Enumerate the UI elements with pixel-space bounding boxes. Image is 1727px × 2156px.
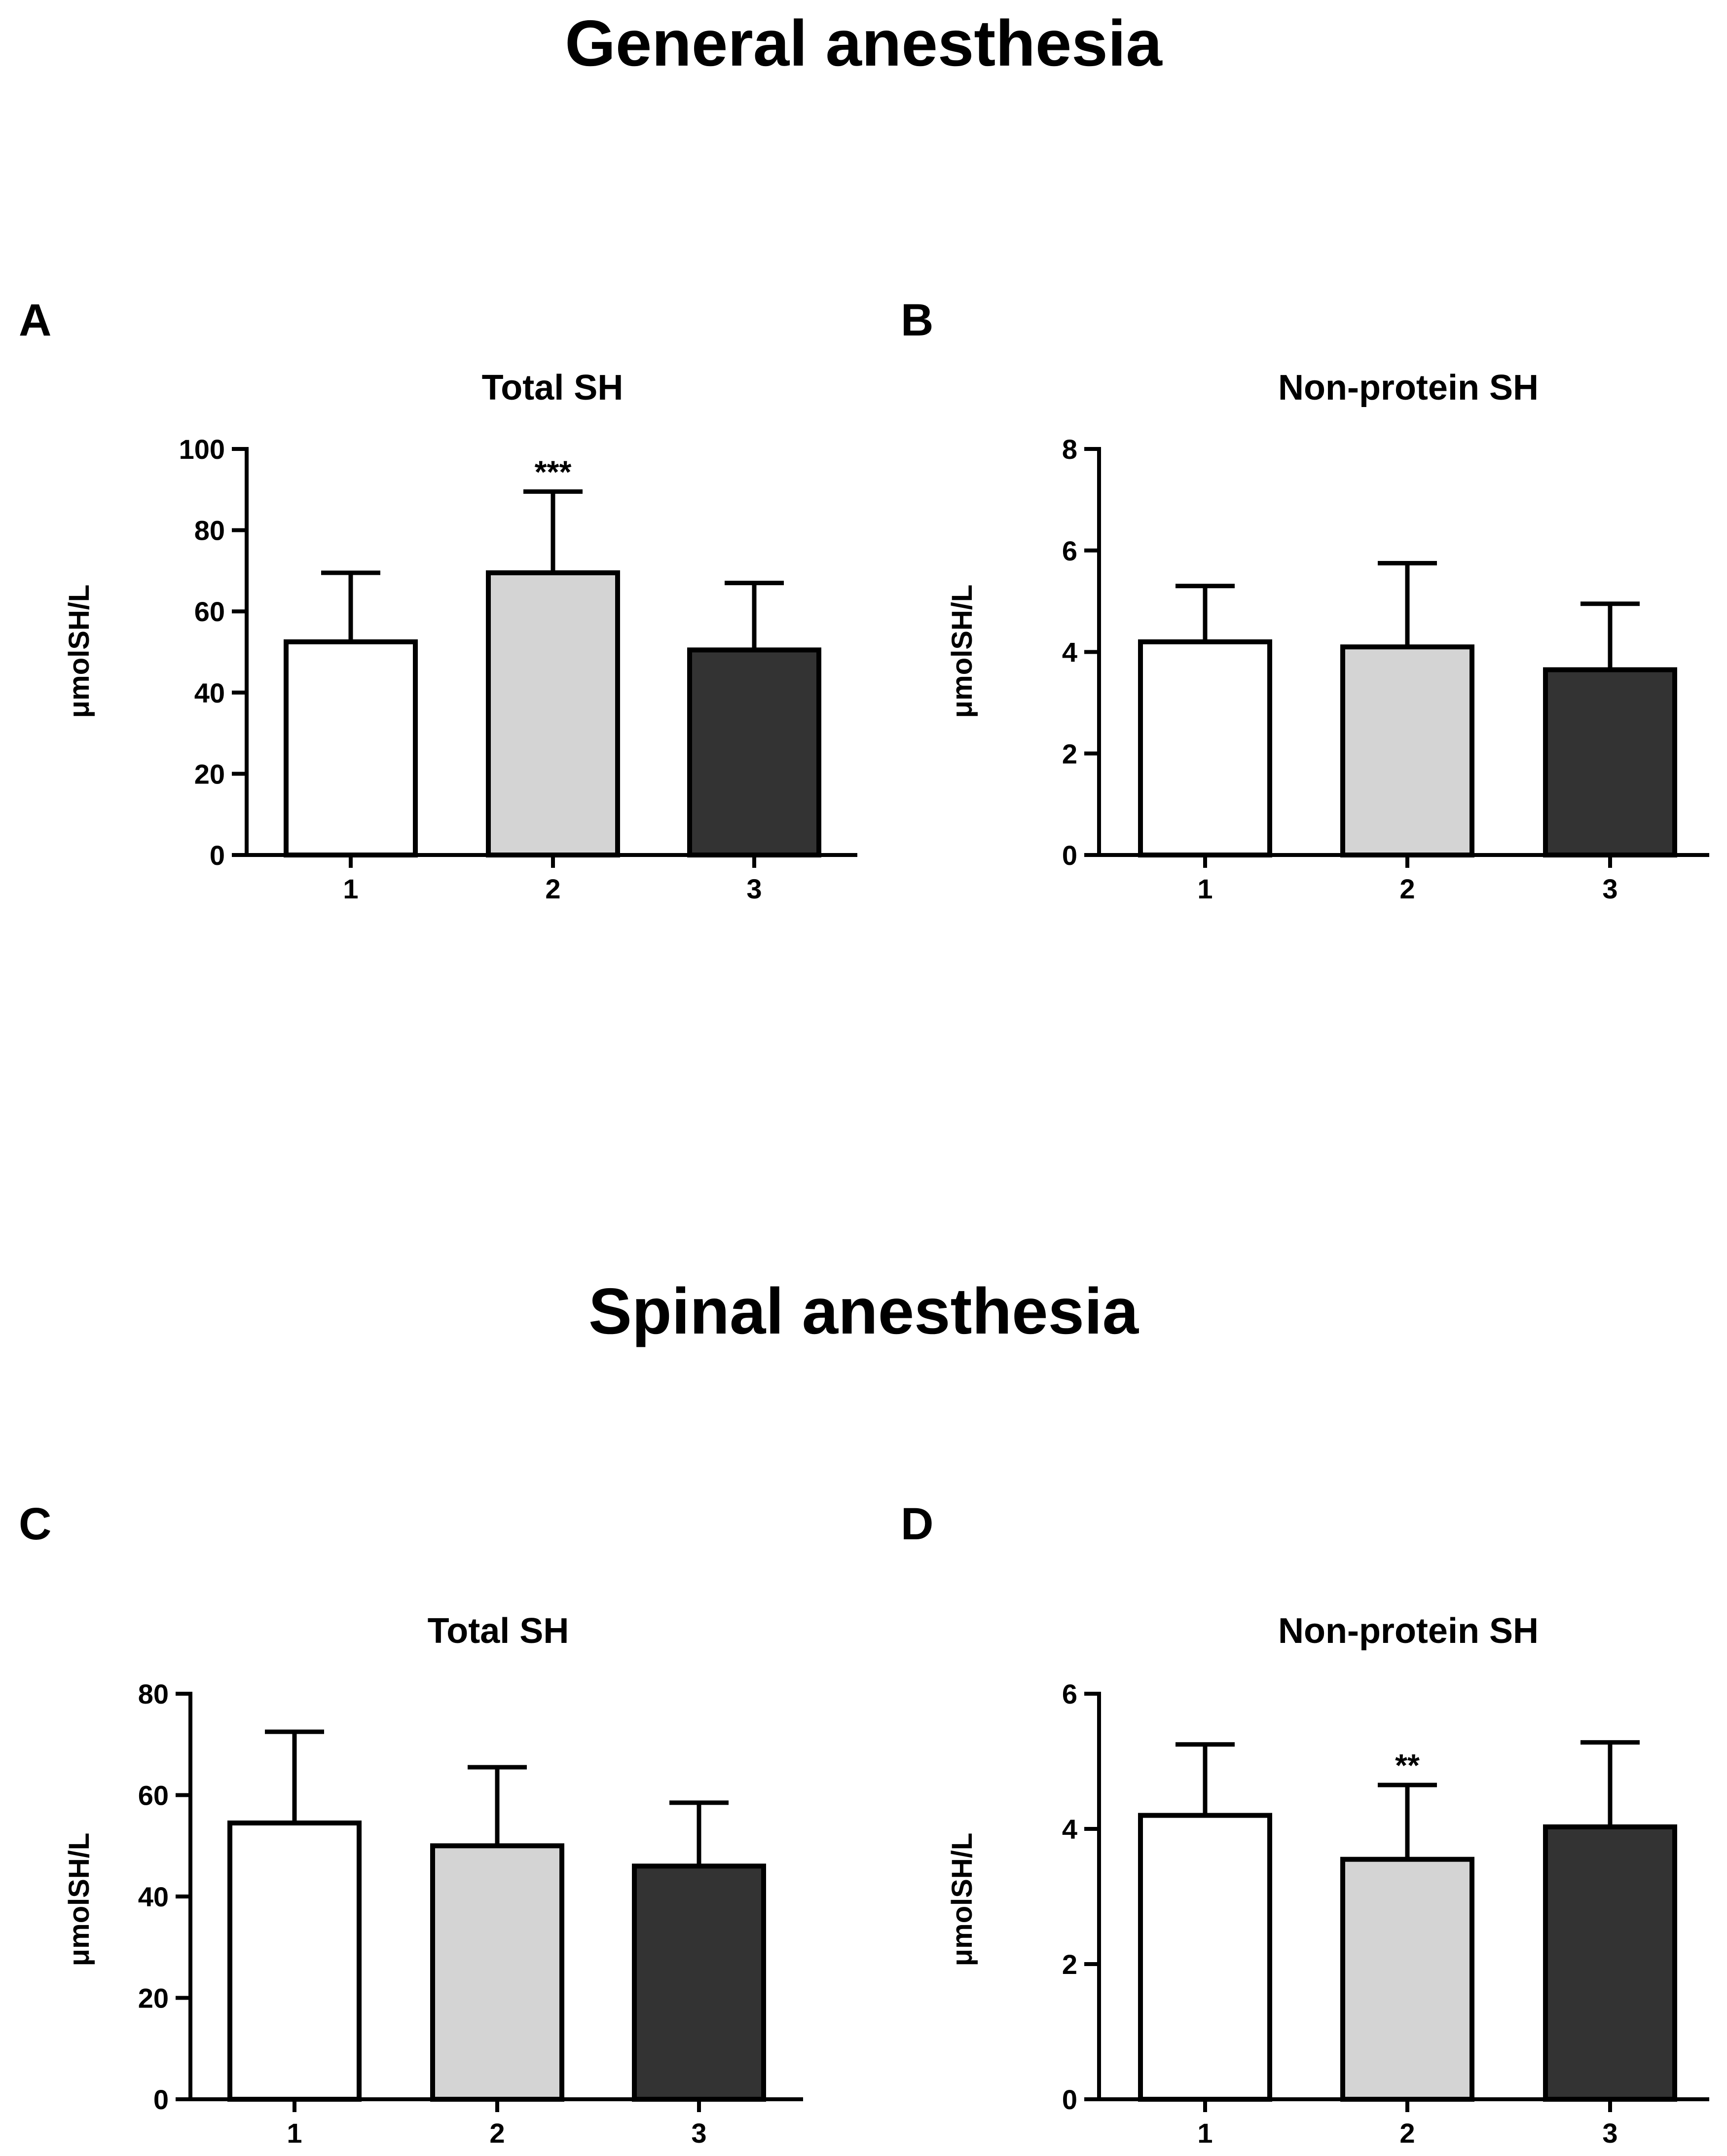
y-tick-label-b-4: 8 bbox=[1062, 434, 1077, 465]
y-tick-label-d-0: 0 bbox=[1062, 2084, 1077, 2115]
y-tick-label-d-2: 4 bbox=[1062, 1814, 1077, 1845]
x-tick-label-d-1: 1 bbox=[1197, 2118, 1213, 2149]
panel-letter-a: A bbox=[19, 295, 51, 345]
section-title-general-anesthesia: General anesthesia bbox=[565, 7, 1162, 79]
y-tick-label-a-0: 0 bbox=[210, 840, 225, 871]
y-axis-label-b: μmolSH/L bbox=[946, 585, 978, 718]
bar-b-group-2 bbox=[1340, 644, 1474, 858]
section-title-spinal-anesthesia: Spinal anesthesia bbox=[588, 1275, 1139, 1347]
x-tick-label-b-3: 3 bbox=[1602, 873, 1617, 904]
bar-a-group-1 bbox=[284, 639, 418, 858]
y-tick-label-b-1: 2 bbox=[1062, 738, 1077, 769]
y-tick-label-a-1: 20 bbox=[194, 758, 225, 789]
y-axis-label-a: μmolSH/L bbox=[63, 585, 95, 718]
panel-title-d: Non-protein SH bbox=[1278, 1611, 1539, 1651]
y-tick-label-b-2: 4 bbox=[1062, 637, 1077, 668]
x-tick-label-d-3: 3 bbox=[1602, 2118, 1617, 2149]
y-tick-label-c-0: 0 bbox=[153, 2084, 169, 2115]
bar-a-group-2 bbox=[486, 570, 620, 857]
y-tick-label-b-0: 0 bbox=[1062, 840, 1077, 871]
x-tick-label-a-3: 3 bbox=[746, 873, 762, 904]
panel-title-b: Non-protein SH bbox=[1278, 368, 1539, 408]
x-tick-label-c-2: 2 bbox=[489, 2118, 505, 2149]
bar-b-group-3 bbox=[1543, 667, 1677, 857]
x-tick-label-c-3: 3 bbox=[691, 2118, 706, 2149]
y-axis-label-c: μmolSH/L bbox=[63, 1833, 95, 1967]
x-tick-label-a-2: 2 bbox=[545, 873, 560, 904]
y-axis-label-d: μmolSH/L bbox=[946, 1833, 978, 1967]
panel-letter-c: C bbox=[19, 1499, 51, 1549]
y-tick-label-b-3: 6 bbox=[1062, 535, 1077, 566]
bar-d-group-2 bbox=[1340, 1857, 1474, 2102]
bar-d-group-1 bbox=[1138, 1813, 1272, 2102]
bar-c-group-2 bbox=[430, 1843, 564, 2102]
y-tick-label-c-3: 60 bbox=[138, 1780, 169, 1811]
y-tick-label-a-3: 60 bbox=[194, 596, 225, 627]
bar-d-group-3 bbox=[1543, 1824, 1677, 2102]
x-tick-label-b-2: 2 bbox=[1399, 873, 1415, 904]
y-tick-label-c-2: 40 bbox=[138, 1881, 169, 1912]
bar-a-group-3 bbox=[687, 647, 821, 857]
x-tick-label-b-1: 1 bbox=[1197, 873, 1213, 904]
bar-c-group-1 bbox=[227, 1821, 362, 2102]
y-tick-label-d-1: 2 bbox=[1062, 1949, 1077, 1980]
x-tick-label-c-1: 1 bbox=[287, 2118, 302, 2149]
x-tick-label-a-1: 1 bbox=[343, 873, 358, 904]
y-tick-label-a-2: 40 bbox=[194, 677, 225, 708]
y-tick-label-d-3: 6 bbox=[1062, 1678, 1077, 1710]
panel-letter-b: B bbox=[901, 295, 933, 345]
y-tick-label-a-4: 80 bbox=[194, 515, 225, 546]
y-tick-label-c-1: 20 bbox=[138, 1983, 169, 2014]
panel-title-a: Total SH bbox=[482, 368, 624, 408]
significance-label-d-2: ** bbox=[1395, 1747, 1420, 1783]
y-tick-label-a-5: 100 bbox=[179, 434, 225, 465]
panel-letter-d: D bbox=[901, 1499, 933, 1549]
significance-label-a-2: *** bbox=[535, 454, 572, 489]
x-tick-label-d-2: 2 bbox=[1399, 2118, 1415, 2149]
bar-c-group-3 bbox=[632, 1863, 766, 2102]
bar-b-group-1 bbox=[1138, 639, 1272, 858]
panel-title-c: Total SH bbox=[428, 1611, 569, 1651]
y-tick-label-c-4: 80 bbox=[138, 1678, 169, 1710]
